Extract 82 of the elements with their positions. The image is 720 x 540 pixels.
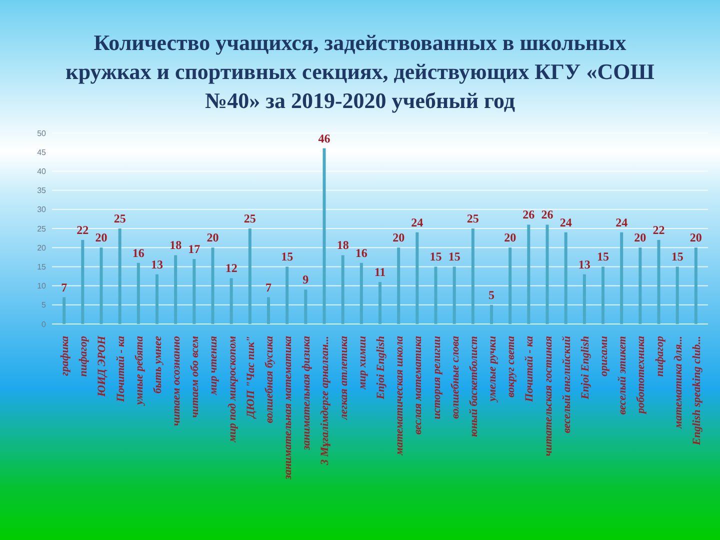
y-tick-label: 35 bbox=[37, 186, 47, 196]
y-tick-label: 5 bbox=[42, 300, 47, 310]
data-label: 20 bbox=[690, 230, 702, 245]
data-label: 9 bbox=[302, 272, 309, 287]
data-label: 26 bbox=[541, 208, 554, 222]
x-tick-label: мир химии bbox=[356, 336, 368, 390]
data-label: 24 bbox=[560, 215, 572, 230]
x-tick-label: вокруг света bbox=[505, 336, 518, 398]
x-tick-label: пифагор bbox=[78, 336, 90, 377]
x-tick-label: ЮИД ЭРОН bbox=[96, 336, 108, 398]
x-tick-label: веселый этикет bbox=[616, 336, 629, 415]
x-tick-label: Почитай - ка bbox=[114, 336, 127, 403]
y-tick-label: 50 bbox=[37, 128, 47, 138]
x-tick-label: ДЮП "Час пик" bbox=[244, 336, 257, 419]
x-tick-label: веслая математика bbox=[412, 336, 424, 435]
x-tick-label: Enjoi English bbox=[375, 336, 387, 400]
x-tick-label: мир под микроскопом bbox=[226, 336, 238, 444]
x-tick-label: English speaking club... bbox=[690, 336, 703, 446]
x-tick-label: занимательная математика bbox=[282, 336, 294, 480]
x-tick-label: быть умнее bbox=[152, 336, 164, 394]
data-label: 16 bbox=[132, 246, 144, 260]
x-tick-label: история религии bbox=[430, 336, 443, 420]
x-tick-label: Enjoi English bbox=[579, 336, 592, 400]
data-label: 15 bbox=[430, 250, 442, 264]
x-tick-label: робототехника bbox=[635, 336, 648, 414]
data-label: 17 bbox=[188, 242, 200, 256]
x-tick-label: математическая школа bbox=[394, 336, 406, 456]
data-label: 22 bbox=[76, 222, 89, 237]
data-label: 16 bbox=[355, 246, 368, 260]
x-tick-label: умные ребята bbox=[133, 336, 146, 407]
data-label: 24 bbox=[411, 215, 424, 230]
data-label: 15 bbox=[671, 250, 684, 264]
data-label: 5 bbox=[488, 288, 494, 302]
data-label: 7 bbox=[61, 280, 68, 294]
x-tick-label: читаем обо всем bbox=[189, 336, 202, 418]
data-label: 11 bbox=[374, 264, 386, 279]
data-label: 46 bbox=[318, 131, 330, 146]
data-label: 26 bbox=[522, 208, 535, 222]
data-label: 24 bbox=[616, 215, 628, 230]
data-label: 18 bbox=[336, 238, 349, 252]
x-tick-label: оригами bbox=[598, 336, 610, 376]
data-label: 20 bbox=[392, 230, 405, 245]
x-tick-label: Почитай - ка bbox=[524, 336, 536, 403]
x-tick-label: мир чтения bbox=[208, 336, 220, 396]
data-label: 7 bbox=[266, 280, 272, 294]
data-label: 25 bbox=[114, 212, 126, 226]
data-label: 12 bbox=[225, 261, 238, 276]
x-tick-label: легкая атлетика bbox=[338, 336, 350, 421]
data-label: 20 bbox=[95, 230, 108, 245]
x-tick-label: читательская гостиная bbox=[542, 336, 554, 456]
y-tick-label: 40 bbox=[37, 167, 47, 176]
data-label: 22 bbox=[652, 222, 665, 237]
data-label: 25 bbox=[466, 212, 479, 226]
x-tick-label: волшебная бусика bbox=[264, 336, 276, 424]
y-tick-label: 30 bbox=[37, 205, 47, 214]
y-tick-label: 45 bbox=[37, 148, 47, 157]
data-label: 13 bbox=[578, 257, 590, 272]
data-label: 25 bbox=[244, 212, 256, 226]
y-tick-label: 10 bbox=[37, 282, 47, 291]
y-tick-label: 15 bbox=[37, 262, 47, 272]
data-label: 20 bbox=[634, 230, 646, 245]
x-tick-label: юный баскетболист bbox=[468, 336, 480, 437]
y-tick-label: 20 bbox=[37, 243, 47, 252]
data-label: 15 bbox=[448, 250, 460, 264]
x-tick-label: волшебные слова bbox=[449, 336, 462, 419]
x-tick-label: 3 Мұғалімдерге арналған... bbox=[319, 336, 332, 466]
y-tick-label: 0 bbox=[42, 320, 47, 329]
data-label: 20 bbox=[206, 230, 219, 245]
data-label: 13 bbox=[150, 257, 163, 272]
x-tick-label: математика для... bbox=[672, 336, 684, 430]
data-label: 15 bbox=[597, 250, 610, 264]
x-tick-label: веселый английский bbox=[560, 336, 573, 434]
data-label: 18 bbox=[170, 238, 182, 252]
data-label: 15 bbox=[281, 250, 294, 264]
y-tick-label: 25 bbox=[37, 224, 47, 234]
chart-title: Количество учащихся, задействованных в школьных кружках и спортивных секциях, действующих КГУ «СОШ №40» за 2019-2020 учебный год bbox=[66, 30, 654, 113]
x-tick-label: графика bbox=[59, 336, 72, 376]
x-tick-label: занимательная физика bbox=[300, 336, 313, 451]
x-tick-label: умелые ручки bbox=[486, 336, 498, 404]
data-label: 20 bbox=[504, 230, 516, 245]
x-tick-label: пифагор bbox=[654, 336, 666, 377]
x-tick-label: читаем осознанно bbox=[170, 336, 183, 426]
